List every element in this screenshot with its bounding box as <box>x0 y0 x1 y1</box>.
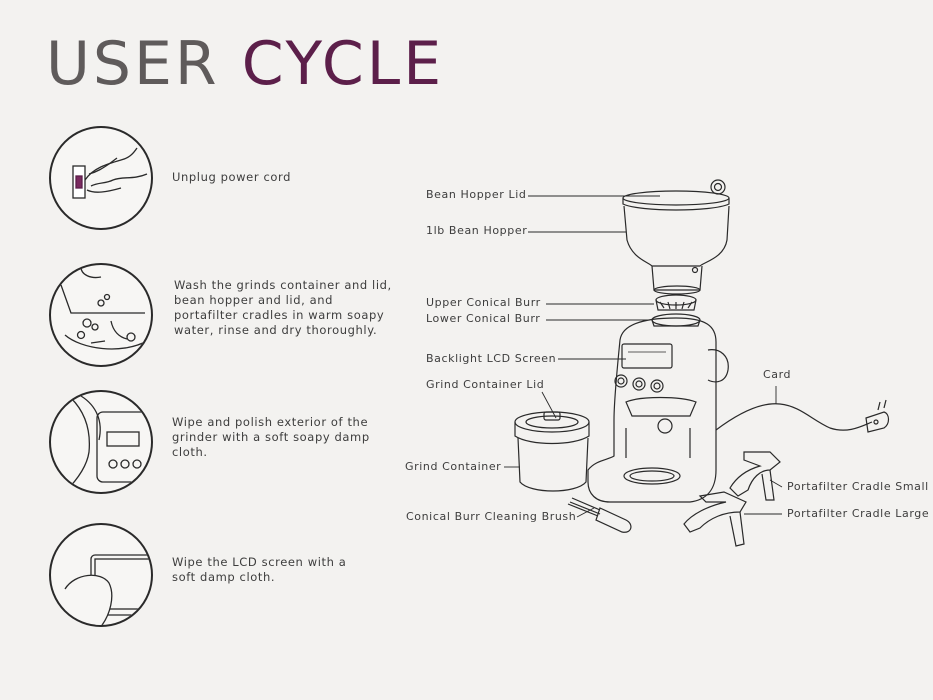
wipe-screen-icon <box>49 523 153 627</box>
conical-burrs-drawing <box>651 294 701 327</box>
label-card: Card <box>763 368 792 381</box>
title-word-cycle: CYCLE <box>241 29 445 99</box>
polish-exterior-icon <box>49 390 153 494</box>
bean-hopper-drawing <box>623 205 730 295</box>
cleaning-brush-drawing <box>567 497 632 533</box>
portafilter-cradle-small-drawing <box>729 451 781 501</box>
grind-container-drawing <box>514 411 590 492</box>
step-text-polish: Wipe and polish exterior of the grinder … <box>172 415 370 459</box>
step-text-wipe-lcd: Wipe the LCD screen with a soft damp clo… <box>172 555 347 584</box>
portafilter-cradle-large-drawing <box>683 491 747 547</box>
label-upper-conical-burr: Upper Conical Burr <box>426 296 541 309</box>
bean-hopper-lid-drawing <box>622 179 730 211</box>
step-text-wash: Wash the grinds container and lid, bean … <box>174 278 392 337</box>
label-grind-container-lid: Grind Container Lid <box>426 378 545 391</box>
label-cradle-large: Portafilter Cradle Large <box>787 507 930 520</box>
washing-icon <box>49 263 153 367</box>
label-cradle-small: Portafilter Cradle Small <box>787 480 929 493</box>
label-lower-conical-burr: Lower Conical Burr <box>426 312 541 325</box>
step-text-unplug: Unplug power cord <box>172 170 292 184</box>
grinder-body-drawing <box>587 317 729 503</box>
label-grind-container: Grind Container <box>405 460 502 473</box>
leader-lines <box>504 195 783 518</box>
title-word-user: USER <box>46 29 220 99</box>
page-title: USER CYCLE <box>46 34 444 94</box>
label-bean-hopper: 1lb Bean Hopper <box>426 224 528 237</box>
unplug-icon <box>49 126 153 230</box>
label-bean-hopper-lid: Bean Hopper Lid <box>426 188 527 201</box>
label-cleaning-brush: Conical Burr Cleaning Brush <box>406 510 577 523</box>
power-cord-drawing <box>715 399 890 433</box>
label-lcd-screen: Backlight LCD Screen <box>426 352 557 365</box>
